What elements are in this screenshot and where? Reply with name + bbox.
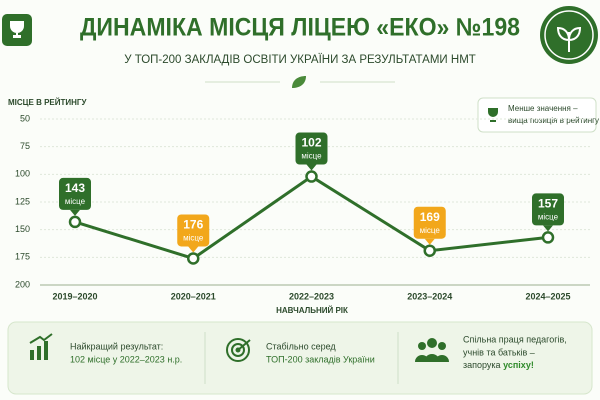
y-tick-label: 150 — [15, 224, 30, 234]
value-label-box — [532, 193, 564, 226]
value-label-box — [295, 132, 328, 165]
value-label: 102 — [301, 136, 321, 150]
footer: Найкращий результат: 102 місце у 2022–20… — [7, 321, 593, 395]
y-tick-label: 100 — [15, 169, 30, 179]
note-text: вища позиція в рейтингу — [508, 116, 599, 125]
y-tick-label: 50 — [20, 113, 30, 123]
card-text: запорука — [463, 360, 501, 370]
point — [68, 215, 82, 229]
x-tick-label: 2020–2021 — [171, 291, 216, 301]
value-label: 169 — [420, 210, 440, 224]
note-box: Менше значення – вища позиція в рейтингу — [477, 97, 599, 133]
logo — [540, 6, 598, 64]
subtitle: У ТОП-200 ЗАКЛАДІВ ОСВІТИ УКРАЇНИ ЗА РЕЗ… — [124, 54, 476, 66]
value-label: 176 — [183, 218, 203, 232]
y-tick-label: 175 — [15, 252, 30, 262]
card-text: ТОП-200 закладів України — [266, 354, 375, 364]
title: ДИНАМІКА МІСЦЯ ЛІЦЕЮ «ЕКО» №198 — [80, 14, 520, 42]
value-label-pointer — [306, 164, 317, 171]
plot: 50 75 100 125 150 175 200 2019–2020 2020–2021 202… — [15, 113, 590, 301]
point — [187, 252, 200, 265]
value-label-box — [59, 177, 91, 210]
value-label: 157 — [538, 197, 558, 211]
x-tick-label: 2024–2025 — [525, 291, 570, 301]
card-text: Найкращий результат: — [70, 341, 163, 351]
x-tick-label: 2023–2024 — [407, 291, 452, 301]
value-label-unit: місце — [420, 226, 441, 235]
y-axis-label: МІСЦЕ В РЕЙТИНГУ — [8, 98, 87, 107]
y-tick-label: 125 — [15, 196, 30, 206]
value-label-unit: місце — [538, 213, 559, 222]
x-axis-label: НАВЧАЛЬНИЙ РІК — [276, 306, 348, 315]
y-tick-label: 200 — [15, 279, 30, 289]
value-label-box — [413, 206, 446, 239]
card-text: Спільна праця педагогів, — [463, 334, 567, 344]
value-label-pointer — [424, 238, 435, 245]
card-text: запорука успіху! — [463, 360, 534, 370]
trophy-icon — [2, 14, 32, 46]
y-tick-label: 75 — [20, 141, 30, 151]
value-label-box — [177, 214, 210, 247]
x-tick-label: 2022–2023 — [289, 291, 334, 301]
chart-icon — [29, 333, 53, 360]
card-text: 102 місце у 2022–2023 н.р. — [70, 354, 182, 364]
card-highlight: успіху! — [503, 360, 534, 370]
value-label-unit: місце — [183, 234, 204, 243]
value-label-unit: місце — [301, 152, 322, 161]
value-label-pointer — [543, 225, 553, 232]
value-label: 143 — [65, 181, 85, 195]
card-text: Стабільно серед — [266, 341, 336, 351]
people-icon — [415, 338, 449, 362]
note-text: Менше значення – — [508, 104, 578, 113]
x-tick-label: 2019–2020 — [52, 291, 97, 301]
point — [305, 170, 318, 183]
value-label-pointer — [70, 209, 80, 216]
point — [541, 231, 555, 244]
leaf-icon — [292, 76, 306, 88]
point — [423, 244, 436, 257]
card-text: учнів та батьків – — [463, 347, 535, 357]
value-label-unit: місце — [65, 197, 86, 206]
value-label-pointer — [188, 246, 199, 253]
target-icon — [226, 338, 251, 362]
